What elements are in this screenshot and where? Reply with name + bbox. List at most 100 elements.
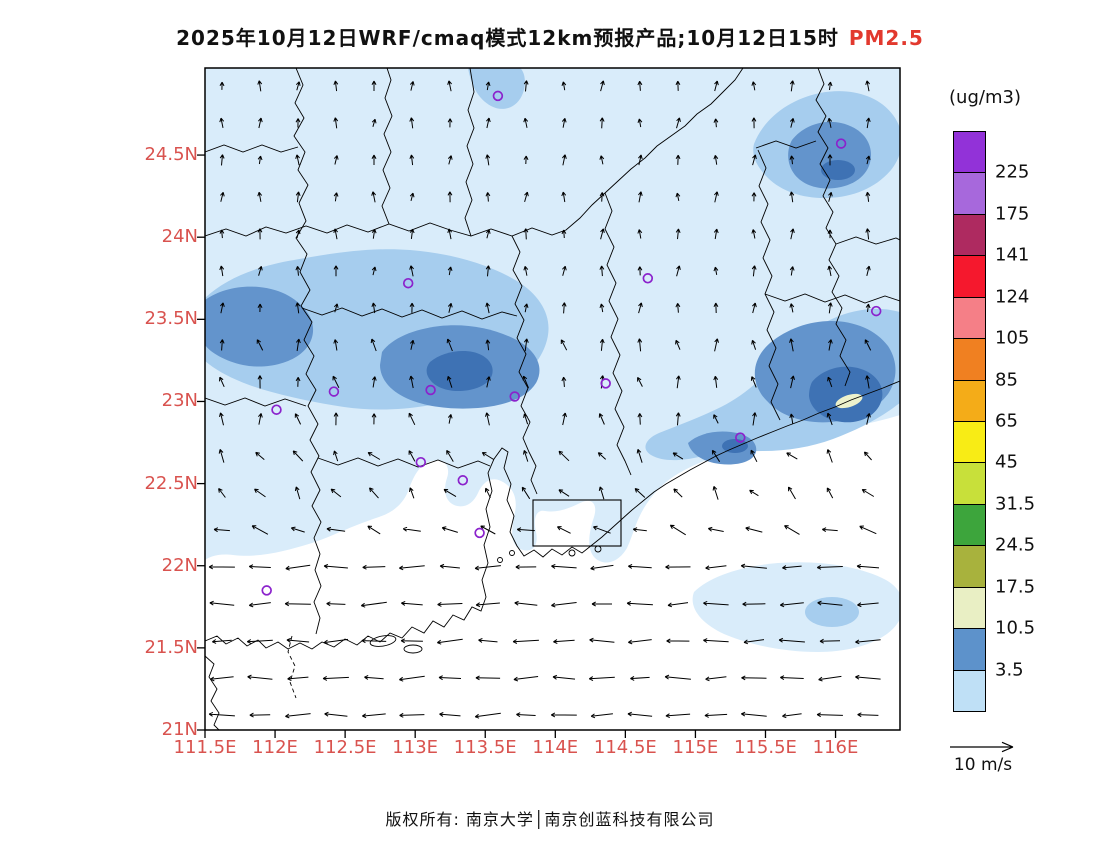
lon-tick-label: 113.5E: [453, 737, 517, 758]
station-marker: [425, 384, 436, 396]
station-markers-layer: [261, 90, 882, 596]
island: [403, 644, 423, 654]
station-marker: [415, 456, 427, 468]
station-marker: [509, 391, 520, 402]
colorbar-block: [953, 669, 986, 712]
province-border: [205, 397, 307, 407]
province-border: [205, 68, 744, 237]
colorbar-level-label: 24.5: [995, 534, 1036, 556]
station-marker: [870, 305, 882, 317]
title-text: 2025年10月12日WRF/cmaq模式12km预报产品;10月12日15时: [176, 26, 839, 50]
island: [568, 549, 576, 557]
province-border: [511, 235, 538, 495]
contour-dark-northeast: [821, 160, 855, 180]
province-border: [815, 68, 851, 387]
colorbar-level-label: 10.5: [995, 617, 1036, 639]
colorbar-block: [953, 131, 986, 174]
lat-tick-label: 24N: [161, 226, 198, 248]
station-marker: [402, 277, 414, 289]
province-border: [835, 236, 900, 245]
province-border: [604, 192, 632, 476]
delta-domain-box: [532, 499, 622, 547]
province-border: [205, 144, 299, 153]
lat-tick-label: 22N: [161, 554, 198, 576]
province-border: [381, 68, 393, 225]
lat-tick-label: 21.5N: [144, 636, 198, 658]
contour-fills: [205, 68, 900, 652]
wind-scale-arrow: [950, 741, 1014, 753]
island: [509, 550, 515, 556]
contour-dark-central: [426, 351, 493, 391]
colorbar-block: [953, 503, 986, 547]
contour-core-westleft: [205, 286, 314, 367]
island: [497, 557, 503, 563]
colorbar-block: [953, 255, 986, 298]
coastline-peninsula: [205, 655, 220, 730]
colorbar-block: [953, 545, 986, 588]
province-border: [757, 149, 781, 421]
colorbar-level-label: 141: [995, 244, 1030, 266]
province-border: [301, 307, 518, 320]
province-border: [464, 68, 475, 237]
plot-frame: [204, 67, 901, 731]
contour-band-sea-spot: [805, 597, 859, 627]
station-marker: [600, 378, 611, 389]
colorbar-block: [953, 338, 986, 381]
lon-tick-label: 114E: [532, 737, 579, 758]
colorbar-level-label: 65: [995, 410, 1018, 432]
colorbar-level-label: 85: [995, 369, 1018, 391]
station-marker: [328, 386, 340, 397]
colorbar-level-label: 175: [995, 203, 1030, 225]
station-marker: [735, 432, 746, 443]
wind-scale-label: 10 m/s: [953, 755, 1013, 775]
colorbar-block: [953, 628, 986, 671]
lon-tick-label: 115E: [672, 737, 719, 758]
lon-tick-label: 115.5E: [734, 737, 797, 758]
station-marker: [642, 273, 654, 284]
colorbar-block: [953, 462, 986, 505]
lat-tick-label: 21N: [161, 719, 198, 740]
station-marker: [261, 585, 272, 596]
colorbar-unit: (ug/m3): [949, 87, 1021, 108]
coastline: [205, 380, 900, 650]
station-marker: [492, 90, 504, 102]
province-border: [764, 293, 900, 304]
province-border: [755, 140, 817, 149]
colorbar-block: [953, 379, 986, 422]
colorbar-level-label: 17.5: [995, 576, 1036, 598]
colorbar-level-label: 124: [995, 286, 1030, 308]
wind-arrows-layer: [208, 80, 881, 719]
lon-tick-label: 114.5E: [593, 737, 657, 758]
contour-band-topcenter: [468, 68, 525, 109]
lat-tick-label: 22.5N: [144, 472, 198, 494]
colorbar-level-label: 45: [995, 451, 1018, 473]
figure-title: 2025年10月12日WRF/cmaq模式12km预报产品;10月12日15时 P…: [0, 22, 1100, 51]
province-border: [317, 457, 491, 469]
station-marker: [271, 404, 282, 415]
lon-tick-label: 112E: [252, 737, 298, 758]
colorbar-level-label: 225: [995, 161, 1030, 183]
lon-tick-label: 113E: [392, 737, 439, 758]
lat-tick-label: 24.5N: [144, 144, 198, 166]
province-border: [293, 68, 322, 635]
colorbar-block: [953, 586, 986, 630]
station-marker: [457, 475, 469, 486]
border-dashed: [287, 635, 297, 699]
lon-tick-label: 112.5E: [313, 737, 377, 758]
colorbar-block: [953, 213, 986, 257]
map-borders: [205, 68, 900, 730]
station-marker: [835, 138, 847, 149]
axis-tick-marks: [197, 154, 837, 738]
title-species: PM2.5: [848, 26, 924, 50]
lon-tick-label: 111.5E: [173, 737, 237, 758]
station-marker: [474, 527, 485, 539]
colorbar-level-label: 31.5: [995, 493, 1036, 515]
lat-tick-label: 23N: [161, 390, 198, 412]
colorbar-block: [953, 296, 986, 340]
island: [369, 635, 397, 647]
colorbar-level-label: 105: [995, 327, 1030, 349]
colorbar-block: [953, 172, 986, 215]
colorbar-block: [953, 421, 986, 464]
